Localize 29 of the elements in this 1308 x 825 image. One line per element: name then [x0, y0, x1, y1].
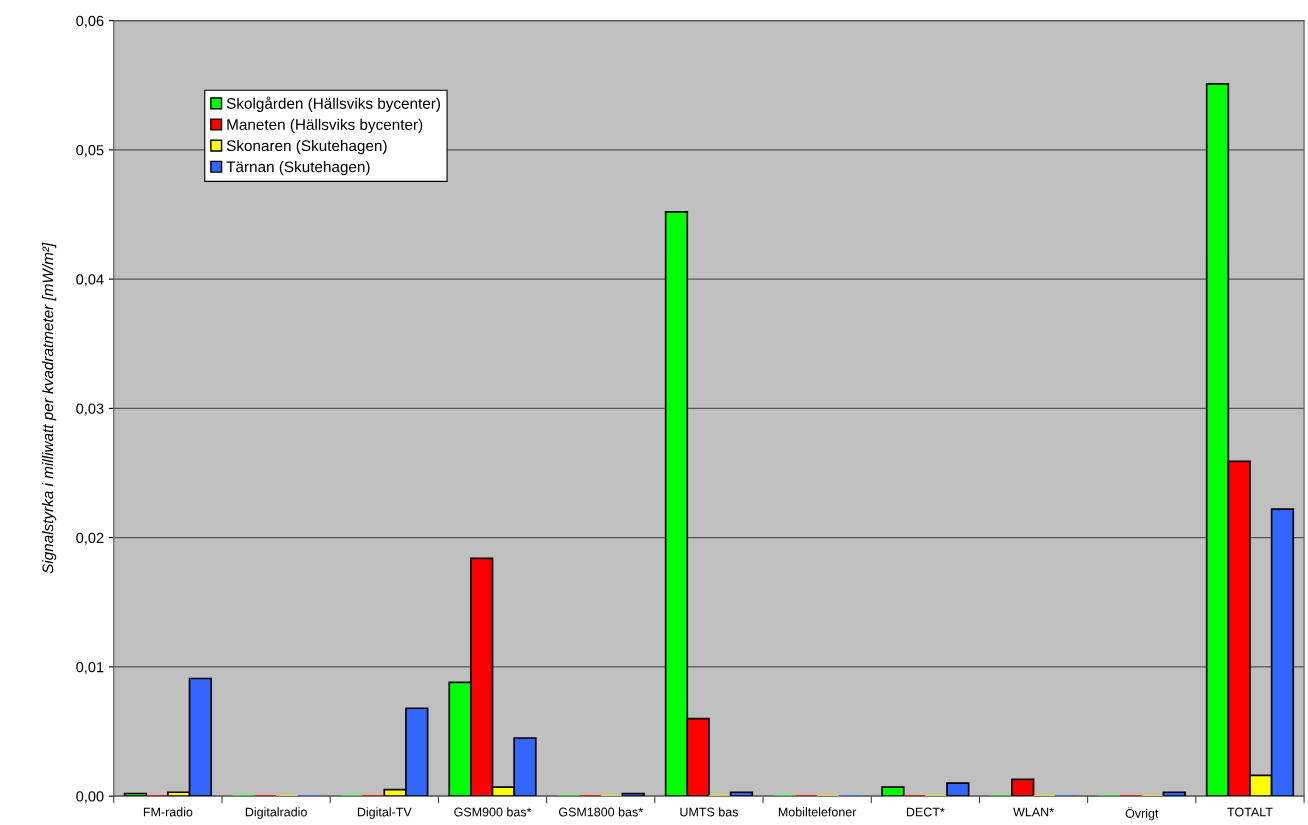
y-tick-label: 0,05	[76, 144, 104, 158]
x-tick-label: DECT*	[906, 807, 945, 817]
legend-label: Skonaren (Skutehagen)	[226, 139, 387, 155]
x-tick-label: UMTS bas	[680, 807, 739, 817]
bar	[881, 786, 905, 797]
x-tick-label: WLAN*	[1013, 807, 1054, 817]
y-tick-label: 0,06	[76, 15, 104, 28]
bar	[1011, 778, 1035, 797]
y-tick-label: 0,02	[76, 532, 104, 545]
legend-label: Tärnan (Skutehagen)	[226, 161, 370, 176]
x-tick-label: Mobiltelefoner	[778, 807, 857, 817]
y-tick-label: 0,04	[76, 274, 104, 287]
x-tick-label: Digital-TV	[357, 807, 412, 819]
x-tick-label: GSM900 bas*	[454, 807, 532, 817]
bar	[946, 782, 970, 797]
x-tick-label: FM-radio	[143, 807, 193, 817]
bar	[1162, 791, 1186, 797]
x-tick-label: TOTALT	[1227, 807, 1273, 817]
y-axis-title: Signalstyrka i milliwatt per kvadratmeter [mW/m²]	[42, 242, 57, 574]
x-tick-label: GSM1800 bas*	[558, 807, 643, 817]
bar	[621, 792, 645, 797]
y-tick-label: 0,03	[76, 403, 104, 416]
bar	[729, 791, 754, 797]
x-tick-label: Digitalradio	[245, 807, 307, 819]
legend-label: Maneten (Hällsviks bycenter)	[227, 118, 423, 134]
x-tick-label: Övrigt	[1125, 807, 1159, 821]
legend-label: Skolgården (Hällsviks bycenter)	[226, 96, 441, 112]
y-tick-label: 0,00	[76, 791, 104, 804]
y-tick-label: 0,01	[76, 661, 104, 675]
